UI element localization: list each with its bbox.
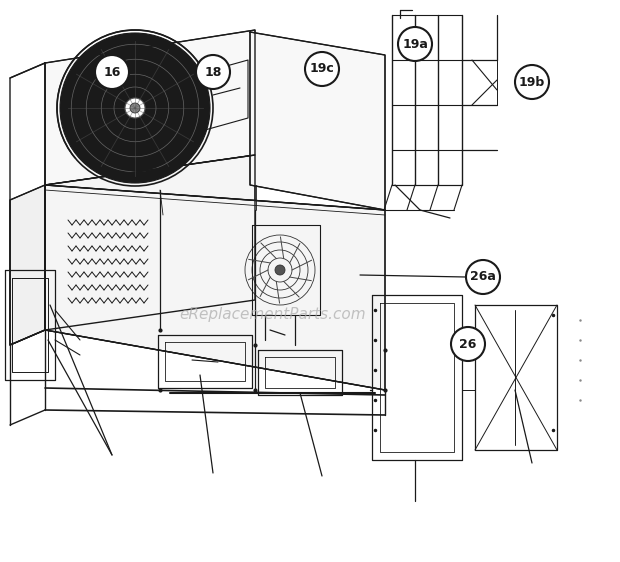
- Circle shape: [398, 27, 432, 61]
- Text: 19a: 19a: [402, 38, 428, 51]
- Polygon shape: [250, 32, 385, 210]
- Circle shape: [515, 65, 549, 99]
- Polygon shape: [45, 185, 385, 390]
- Circle shape: [451, 327, 485, 361]
- Polygon shape: [45, 155, 255, 330]
- Circle shape: [125, 98, 145, 118]
- Text: 26a: 26a: [470, 270, 496, 283]
- Circle shape: [466, 260, 500, 294]
- Text: 16: 16: [104, 66, 121, 79]
- Text: 19b: 19b: [519, 75, 545, 88]
- Text: eReplacementParts.com: eReplacementParts.com: [179, 307, 366, 322]
- Text: 19c: 19c: [309, 62, 334, 75]
- Circle shape: [196, 55, 230, 89]
- Text: 26: 26: [459, 338, 477, 351]
- Polygon shape: [45, 30, 255, 185]
- Text: 18: 18: [205, 66, 222, 79]
- Circle shape: [305, 52, 339, 86]
- Polygon shape: [10, 185, 45, 345]
- Circle shape: [95, 55, 129, 89]
- Circle shape: [60, 33, 210, 183]
- Circle shape: [130, 103, 140, 113]
- Circle shape: [275, 265, 285, 275]
